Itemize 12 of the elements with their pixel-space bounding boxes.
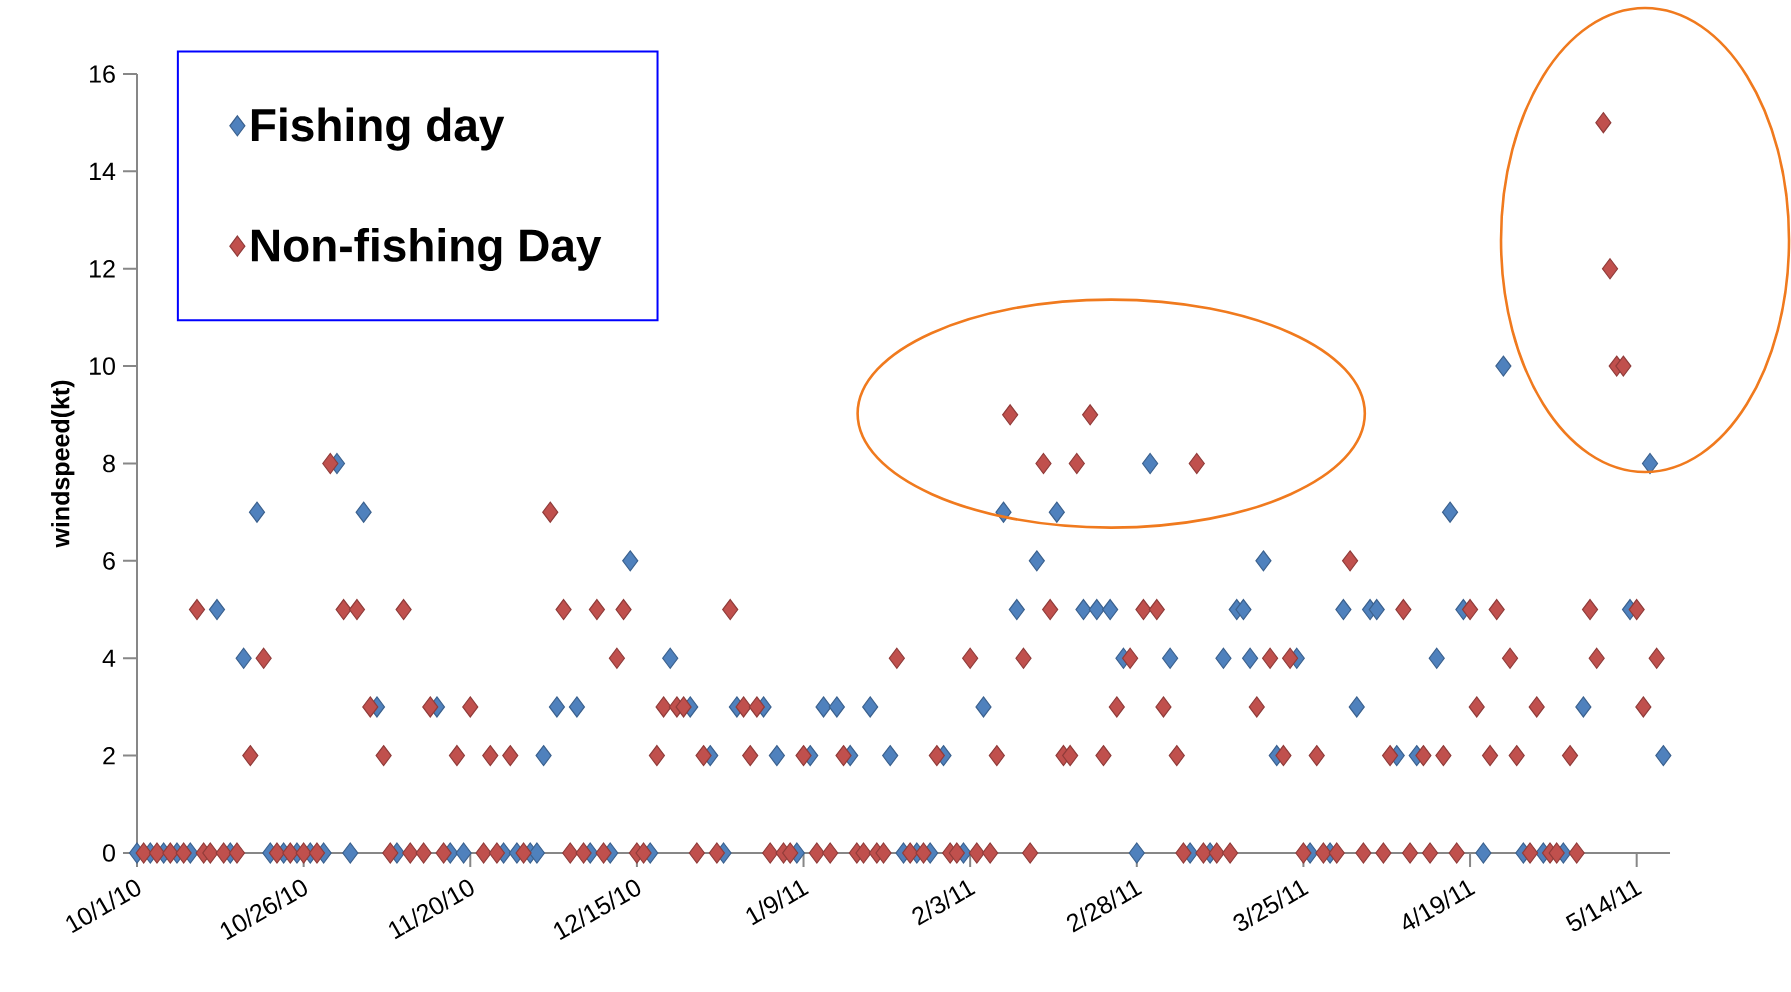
y-tick-label: 16: [90, 65, 115, 83]
legend-label: Non-fishing Day: [251, 227, 602, 272]
y-tick-label: 2: [103, 746, 115, 765]
y-tick-label: 4: [102, 649, 116, 667]
y-tick-label: 14: [90, 162, 116, 180]
y-tick-label: 8: [103, 454, 115, 473]
y-tick-label: 6: [103, 552, 115, 570]
y-axis-title: windspeed(kt): [51, 380, 75, 548]
y-tick-label: 10: [90, 357, 115, 375]
y-tick-label: 12: [90, 260, 115, 278]
legend-label: Fishing day: [251, 107, 505, 151]
y-tick-label: 0: [103, 844, 115, 862]
